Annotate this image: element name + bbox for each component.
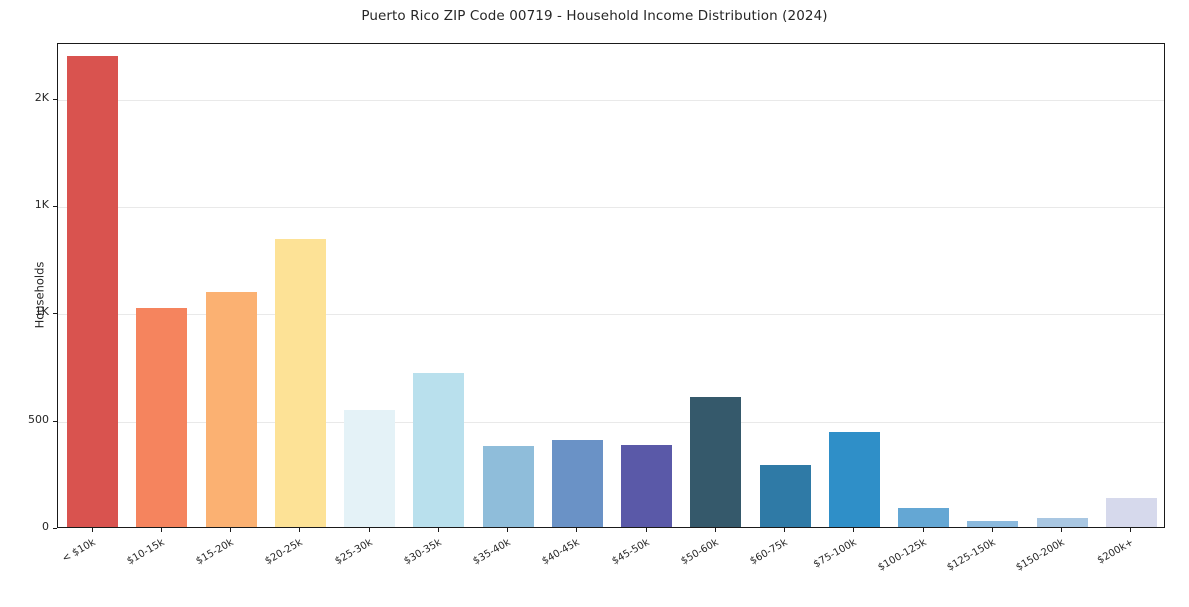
y-tick-mark bbox=[53, 420, 57, 422]
x-tick-mark bbox=[160, 528, 162, 532]
x-tick-mark bbox=[299, 528, 301, 532]
bar bbox=[413, 372, 465, 527]
x-tick-mark bbox=[91, 528, 93, 532]
x-tick-mark bbox=[645, 528, 647, 532]
bar bbox=[759, 464, 811, 527]
x-tick-mark bbox=[1061, 528, 1063, 532]
bar bbox=[274, 239, 326, 527]
y-tick-mark bbox=[53, 528, 57, 529]
bar bbox=[967, 520, 1019, 527]
chart-figure: Puerto Rico ZIP Code 00719 - Household I… bbox=[28, 8, 1165, 574]
x-tick-mark bbox=[368, 528, 370, 532]
bar bbox=[621, 445, 673, 527]
bar bbox=[898, 507, 950, 527]
bar bbox=[1105, 498, 1157, 527]
x-tick-mark bbox=[507, 528, 509, 532]
bar bbox=[690, 397, 742, 527]
y-axis-label: Households bbox=[32, 261, 47, 329]
y-tick-label: 0 bbox=[42, 520, 49, 533]
y-tick-mark bbox=[53, 98, 57, 100]
bar bbox=[1036, 517, 1088, 527]
y-tick-mark bbox=[53, 206, 57, 208]
gridline bbox=[58, 207, 1164, 209]
bar bbox=[482, 446, 534, 527]
x-tick-mark bbox=[1130, 528, 1132, 532]
y-tick-label: 1K bbox=[34, 305, 49, 319]
y-tick-mark bbox=[53, 313, 57, 315]
bar bbox=[551, 440, 603, 527]
bar bbox=[828, 431, 880, 527]
gridline bbox=[58, 421, 1164, 423]
bar bbox=[344, 410, 396, 527]
y-tick-label: 500 bbox=[28, 412, 49, 426]
x-tick-mark bbox=[922, 528, 924, 532]
y-tick-label: 1K bbox=[34, 198, 49, 212]
bar bbox=[136, 308, 188, 527]
bar bbox=[67, 55, 119, 527]
x-tick-mark bbox=[714, 528, 716, 532]
x-tick-mark bbox=[230, 528, 232, 532]
bar-series bbox=[58, 44, 1164, 527]
x-tick-mark bbox=[853, 528, 855, 532]
x-tick-mark bbox=[784, 528, 786, 532]
x-tick-label: < $10k bbox=[60, 537, 98, 565]
chart-title: Puerto Rico ZIP Code 00719 - Household I… bbox=[361, 8, 828, 24]
x-tick-mark bbox=[576, 528, 578, 532]
y-tick-label: 2K bbox=[34, 90, 49, 104]
x-tick-mark bbox=[437, 528, 439, 532]
gridline bbox=[58, 99, 1164, 101]
bar bbox=[205, 292, 257, 527]
gridline bbox=[58, 314, 1164, 316]
x-tick-mark bbox=[991, 528, 993, 532]
plot-area bbox=[57, 43, 1165, 528]
